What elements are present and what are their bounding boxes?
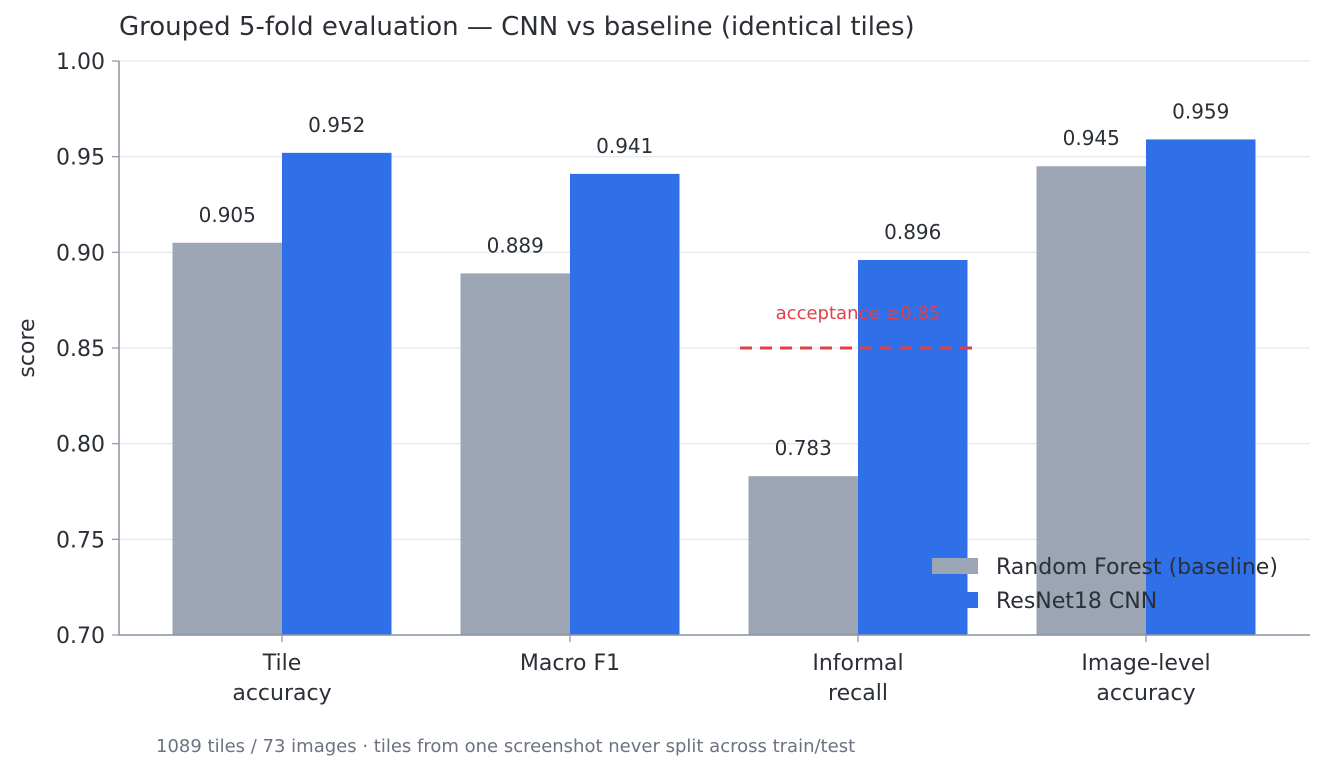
y-tick-label: 0.90 — [56, 241, 105, 266]
bar — [172, 242, 282, 635]
bar — [282, 152, 392, 635]
y-tick-label: 0.80 — [56, 433, 105, 458]
y-tick-label: 1.00 — [56, 50, 105, 75]
legend-entry: Random Forest (baseline) — [996, 555, 1278, 580]
bar — [1146, 139, 1256, 636]
x-category-label: Image-level accuracy — [1081, 651, 1210, 706]
data-labels: 0.905 0.889 0.783 0.945 0.952 0.941 0.896 0.959 — [199, 99, 1230, 460]
data-label: 0.896 — [884, 220, 941, 244]
bar — [460, 273, 570, 635]
x-category-label: Informal recall — [812, 651, 903, 706]
legend: Random Forest (baseline) ResNet18 CNN — [932, 555, 1278, 614]
x-category-label: Macro F1 — [520, 651, 620, 676]
y-axis-label: score — [15, 318, 40, 377]
x-category-label: Tile accuracy — [232, 651, 331, 706]
bars — [172, 139, 1256, 636]
data-label: 0.783 — [775, 436, 832, 460]
bar — [570, 173, 680, 636]
y-tick-label: 0.95 — [56, 146, 105, 171]
bar — [1036, 166, 1146, 635]
reference-line-label: acceptance ≥0.85 — [776, 303, 941, 324]
legend-swatch — [932, 592, 978, 608]
y-tick-label: 0.75 — [56, 528, 105, 553]
legend-entry: ResNet18 CNN — [996, 589, 1157, 614]
legend-swatch — [932, 558, 978, 574]
y-ticks: 0.70 0.75 0.80 0.85 0.90 0.95 1.00 — [56, 50, 119, 649]
y-tick-label: 0.70 — [56, 624, 105, 649]
data-label: 0.941 — [596, 134, 653, 158]
y-tick-label: 0.85 — [56, 337, 105, 362]
footnote: 1089 tiles / 73 images · tiles from one … — [156, 736, 855, 757]
data-label: 0.959 — [1172, 99, 1229, 123]
data-label: 0.945 — [1063, 126, 1120, 150]
reference-line-group: acceptance ≥0.85 — [740, 303, 976, 350]
bar — [748, 476, 858, 635]
data-label: 0.905 — [199, 203, 256, 227]
data-label: 0.952 — [308, 113, 365, 137]
chart-title: Grouped 5-fold evaluation — CNN vs basel… — [119, 12, 915, 42]
data-label: 0.889 — [487, 233, 544, 257]
x-categories: Tile accuracy Macro F1 Informal recall Image-… — [232, 635, 1211, 706]
